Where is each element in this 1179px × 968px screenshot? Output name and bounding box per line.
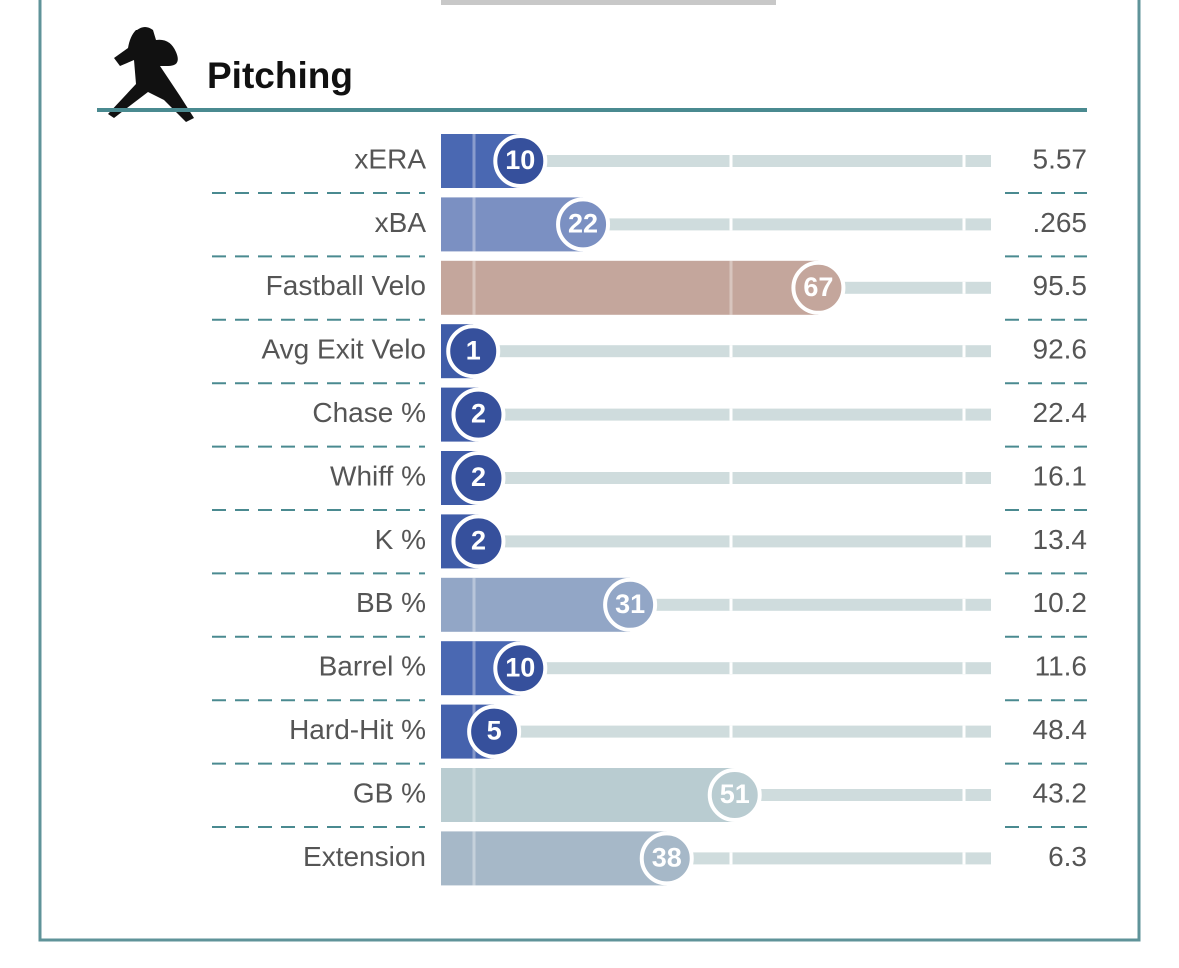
- track: [494, 725, 991, 738]
- percentile-dot: [467, 704, 522, 759]
- category-label: K %: [375, 524, 426, 555]
- percentile-label: 22: [568, 209, 598, 239]
- track: [666, 852, 991, 865]
- stat-value: 16.1: [1033, 460, 1088, 491]
- bar: [441, 260, 819, 315]
- percentile-dot: [603, 577, 658, 632]
- category-label: Chase %: [312, 397, 426, 428]
- bar: [441, 768, 735, 822]
- track: [478, 408, 992, 421]
- percentile-dot: [451, 514, 506, 569]
- category-label: GB %: [353, 777, 426, 808]
- percentile-label: 38: [652, 843, 682, 873]
- track: [734, 789, 991, 801]
- percentile-dot: [493, 134, 548, 188]
- percentile-dot: [639, 831, 694, 886]
- bar: [441, 831, 667, 886]
- previous-bar: [441, 0, 776, 5]
- percentile-label: 2: [471, 526, 486, 556]
- track: [520, 662, 991, 675]
- category-label: BB %: [356, 587, 426, 618]
- percentile-dot: [556, 197, 611, 252]
- track: [630, 598, 991, 611]
- stat-value: 43.2: [1033, 777, 1088, 808]
- pitcher-icon: [108, 27, 194, 122]
- stat-value: 10.2: [1033, 587, 1088, 618]
- percentile-label: 10: [505, 145, 535, 175]
- stat-value: 5.57: [1033, 143, 1088, 174]
- percentile-label: 2: [471, 399, 486, 429]
- percentile-dot: [451, 387, 506, 442]
- chart-title: Pitching: [207, 55, 353, 96]
- percentile-label: 51: [720, 779, 750, 809]
- track: [520, 155, 991, 167]
- stat-value: 92.6: [1033, 334, 1088, 365]
- percentile-dot: [451, 451, 506, 505]
- stat-value: 48.4: [1033, 714, 1088, 745]
- track: [478, 535, 992, 548]
- percentile-dot: [446, 324, 501, 379]
- category-label: Hard-Hit %: [289, 714, 426, 745]
- stat-value: 6.3: [1048, 841, 1087, 872]
- category-label: Avg Exit Velo: [262, 334, 426, 365]
- category-label: Barrel %: [319, 651, 426, 682]
- category-label: Whiff %: [330, 460, 426, 491]
- category-label: Fastball Velo: [266, 270, 426, 301]
- stat-value: 11.6: [1035, 651, 1087, 682]
- bar: [441, 577, 631, 632]
- percentile-label: 31: [615, 589, 645, 619]
- track: [583, 218, 991, 231]
- stat-value: 95.5: [1033, 270, 1088, 301]
- stat-value: .265: [1033, 207, 1088, 238]
- category-label: Extension: [303, 841, 426, 872]
- stat-value: 13.4: [1033, 524, 1088, 555]
- percentile-label: 2: [471, 462, 486, 492]
- stat-value: 22.4: [1033, 397, 1088, 428]
- percentile-label: 67: [803, 272, 833, 302]
- percentile-label: 5: [487, 716, 502, 746]
- category-label: xBA: [375, 207, 427, 238]
- percentile-dot: [493, 641, 548, 696]
- percentile-dot: [707, 768, 762, 822]
- percentile-label: 1: [466, 335, 481, 365]
- percentile-dot: [791, 260, 846, 315]
- track: [818, 281, 991, 294]
- frame: [38, 0, 1141, 942]
- percentile-label: 10: [505, 652, 535, 682]
- track: [478, 472, 992, 484]
- category-label: xERA: [354, 143, 426, 174]
